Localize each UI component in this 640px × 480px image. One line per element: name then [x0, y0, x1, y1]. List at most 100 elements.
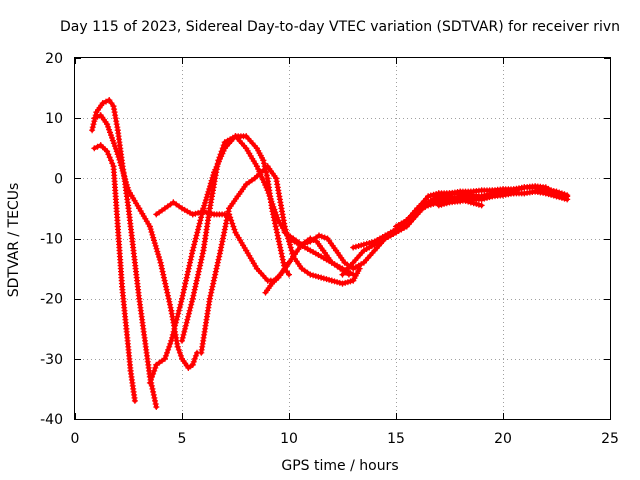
data-point-marker	[271, 206, 278, 213]
x-tick-label: 25	[601, 431, 619, 447]
data-point-marker	[124, 184, 131, 191]
data-point-marker	[179, 295, 185, 302]
y-tick-label: 0	[54, 171, 63, 187]
data-point-marker	[176, 349, 183, 356]
data-point-marker	[113, 121, 120, 128]
data-point-marker	[183, 277, 189, 284]
data-point-marker	[161, 277, 168, 284]
data-point-marker	[162, 352, 169, 359]
data-point-marker	[157, 259, 164, 266]
data-point-marker	[198, 214, 205, 221]
plot-frame	[74, 57, 611, 420]
data-point-marker	[272, 209, 279, 216]
data-point-marker	[89, 127, 96, 134]
data-point-marker	[103, 98, 109, 105]
data-point-marker	[197, 209, 204, 216]
data-point-marker	[123, 179, 129, 185]
data-point-marker	[180, 289, 187, 296]
data-point-marker	[202, 199, 208, 206]
data-point-marker	[213, 265, 220, 272]
data-point-marker	[195, 223, 202, 230]
data-point-marker	[345, 271, 352, 278]
data-point-marker	[435, 202, 442, 209]
data-point-marker	[318, 274, 325, 281]
data-point-marker	[150, 234, 157, 241]
data-point-marker	[352, 243, 359, 250]
data-point-marker	[478, 196, 485, 203]
data-point-marker	[268, 198, 275, 205]
data-point-marker	[165, 295, 172, 302]
data-point-marker	[175, 310, 182, 317]
data-point-marker	[269, 201, 276, 207]
data-point-marker	[151, 240, 158, 247]
data-point-marker	[151, 367, 158, 374]
data-point-marker	[206, 186, 213, 192]
data-point-marker	[188, 301, 195, 308]
data-point-marker	[182, 280, 189, 287]
data-point-marker	[425, 193, 432, 200]
data-point-marker	[148, 376, 154, 383]
data-point-marker	[171, 325, 178, 332]
data-point-marker	[191, 289, 197, 296]
data-point-marker	[261, 160, 267, 167]
data-point-marker	[117, 159, 124, 166]
data-point-marker	[89, 124, 96, 131]
data-point-marker	[193, 232, 200, 239]
data-point-marker	[111, 143, 118, 150]
data-point-marker	[161, 355, 168, 362]
data-point-marker	[278, 250, 285, 257]
data-point-marker	[151, 237, 157, 244]
data-point-marker	[106, 126, 112, 133]
data-point-marker	[169, 331, 176, 338]
x-tick-label: 5	[178, 431, 187, 447]
x-tick-label: 0	[71, 431, 80, 447]
chart-title: Day 115 of 2023, Sidereal Day-to-day VTE…	[60, 19, 620, 35]
data-point-marker	[185, 268, 191, 275]
data-point-marker	[105, 123, 112, 130]
data-point-marker	[109, 134, 115, 141]
data-point-marker	[211, 274, 218, 281]
data-point-marker	[184, 271, 191, 278]
data-point-marker	[186, 307, 193, 314]
data-point-marker	[109, 137, 116, 144]
data-point-marker	[180, 331, 187, 338]
data-point-marker	[190, 358, 197, 365]
data-point-marker	[116, 156, 123, 163]
data-point-marker	[203, 194, 210, 201]
data-point-marker	[118, 162, 125, 169]
data-point-marker	[90, 121, 97, 128]
data-series-trace-6	[179, 133, 357, 344]
data-point-marker	[326, 276, 333, 283]
data-point-marker	[267, 195, 274, 202]
data-point-marker	[172, 322, 179, 329]
data-series-trace-15	[435, 188, 571, 209]
data-point-marker	[263, 184, 270, 191]
data-point-marker	[121, 173, 128, 180]
data-point-marker	[170, 328, 177, 335]
data-point-marker	[154, 248, 161, 255]
data-point-marker	[189, 361, 196, 368]
data-point-marker	[123, 181, 130, 188]
data-point-marker	[318, 233, 325, 240]
data-point-marker	[304, 239, 311, 246]
data-point-marker	[550, 192, 557, 199]
data-point-marker	[273, 212, 280, 218]
data-point-marker	[178, 298, 185, 305]
data-point-marker	[176, 304, 183, 311]
data-point-marker	[182, 325, 189, 332]
data-point-marker	[288, 247, 295, 254]
x-tick-label: 10	[280, 431, 298, 447]
data-point-marker	[561, 195, 568, 202]
data-point-marker	[218, 241, 225, 248]
data-point-marker	[342, 279, 349, 286]
data-point-marker	[339, 280, 346, 287]
data-point-marker	[181, 328, 188, 335]
data-point-marker	[184, 316, 191, 323]
data-point-marker	[210, 277, 217, 284]
data-point-marker	[321, 234, 328, 241]
data-point-marker	[200, 208, 207, 215]
data-point-marker	[104, 148, 111, 155]
data-point-marker	[91, 115, 98, 122]
data-point-marker	[215, 157, 222, 164]
data-point-marker	[272, 223, 279, 230]
